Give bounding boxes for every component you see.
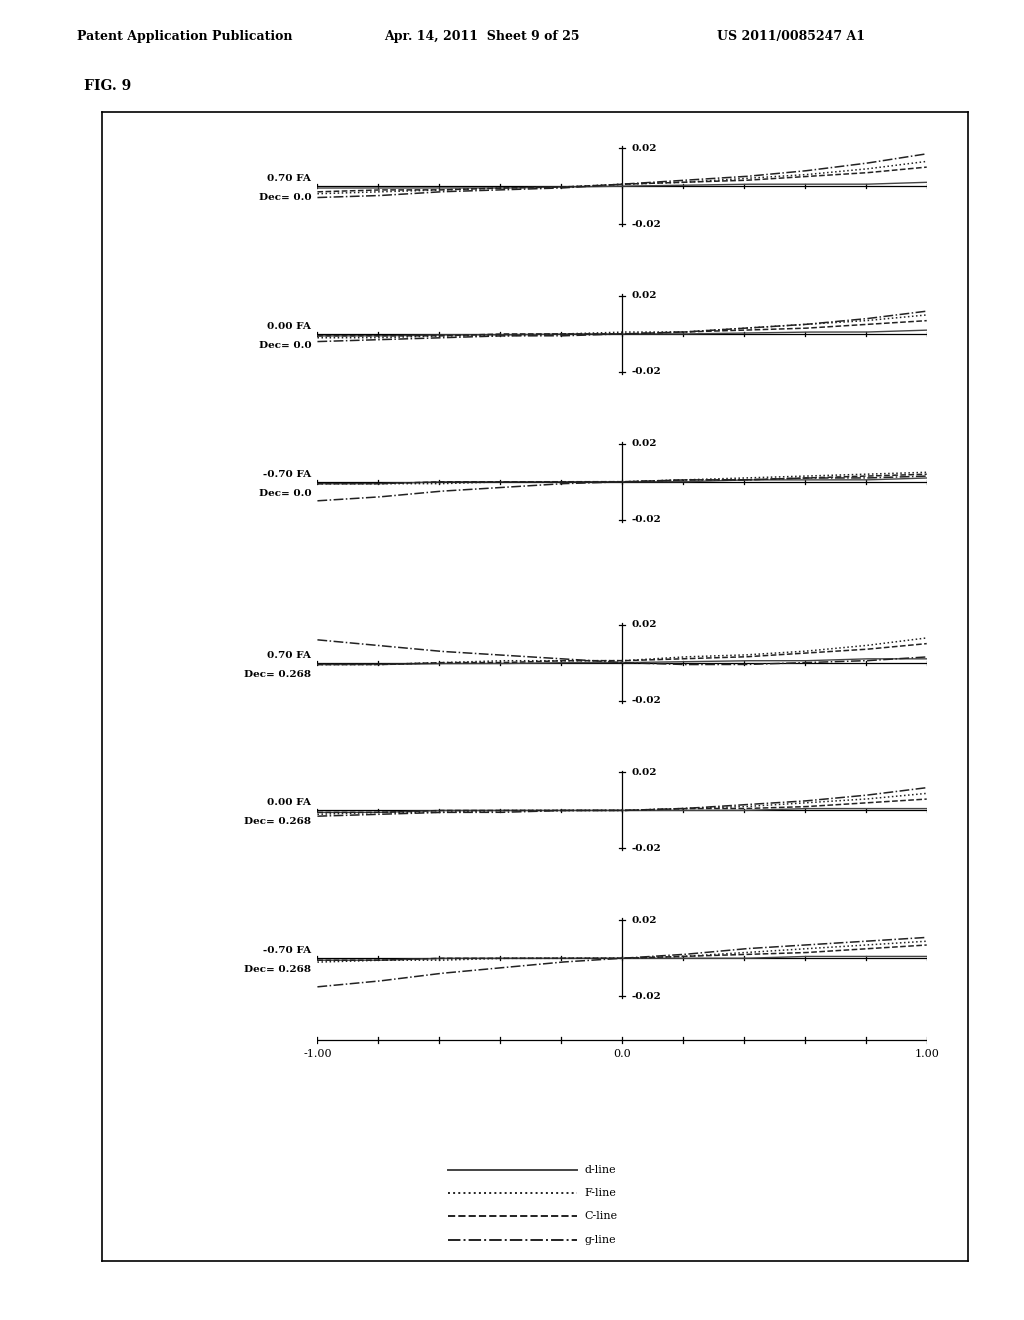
Text: -1.00: -1.00 <box>303 1048 332 1059</box>
Text: Dec= 0.0: Dec= 0.0 <box>259 488 311 498</box>
Text: 0.0: 0.0 <box>613 1048 631 1059</box>
Text: Patent Application Publication: Patent Application Publication <box>77 30 292 44</box>
Text: -0.70 FA: -0.70 FA <box>263 470 311 479</box>
Text: -0.02: -0.02 <box>631 515 660 524</box>
Text: 0.00 FA: 0.00 FA <box>267 799 311 808</box>
Text: FIG. 9: FIG. 9 <box>84 79 131 94</box>
Text: C-line: C-line <box>585 1212 617 1221</box>
Text: F-line: F-line <box>585 1188 616 1197</box>
Text: g-line: g-line <box>585 1236 615 1245</box>
Text: 0.02: 0.02 <box>631 440 656 449</box>
Text: 0.70 FA: 0.70 FA <box>267 174 311 183</box>
Text: Dec= 0.268: Dec= 0.268 <box>245 817 311 826</box>
Text: Dec= 0.268: Dec= 0.268 <box>245 965 311 974</box>
Text: -0.70 FA: -0.70 FA <box>263 946 311 956</box>
Text: Dec= 0.0: Dec= 0.0 <box>259 341 311 350</box>
Text: -0.02: -0.02 <box>631 367 660 376</box>
Text: -0.02: -0.02 <box>631 696 660 705</box>
Text: Dec= 0.268: Dec= 0.268 <box>245 669 311 678</box>
Text: 0.02: 0.02 <box>631 292 656 301</box>
Text: 0.02: 0.02 <box>631 144 656 153</box>
Text: 0.70 FA: 0.70 FA <box>267 651 311 660</box>
Text: Apr. 14, 2011  Sheet 9 of 25: Apr. 14, 2011 Sheet 9 of 25 <box>384 30 580 44</box>
Text: -0.02: -0.02 <box>631 991 660 1001</box>
Text: 0.02: 0.02 <box>631 768 656 777</box>
Text: -0.02: -0.02 <box>631 219 660 228</box>
Text: 1.00: 1.00 <box>914 1048 939 1059</box>
Text: -0.02: -0.02 <box>631 843 660 853</box>
Text: Dec= 0.0: Dec= 0.0 <box>259 193 311 202</box>
Text: d-line: d-line <box>585 1164 615 1175</box>
Text: 0.02: 0.02 <box>631 916 656 925</box>
Text: US 2011/0085247 A1: US 2011/0085247 A1 <box>717 30 865 44</box>
Text: 0.02: 0.02 <box>631 620 656 630</box>
Text: 0.00 FA: 0.00 FA <box>267 322 311 331</box>
